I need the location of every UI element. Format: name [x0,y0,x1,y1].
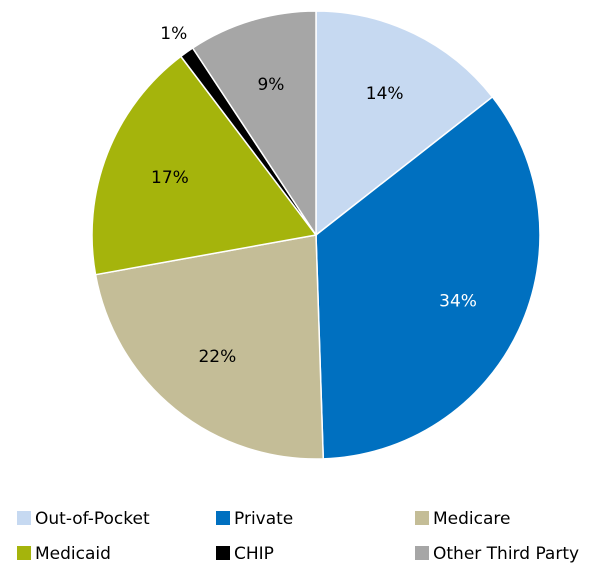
data-label: 17% [151,168,189,188]
legend-swatch [415,546,429,560]
legend-swatch [17,511,31,525]
pie-slice [315,95,541,460]
data-label: 9% [257,75,284,95]
data-label: 34% [439,291,477,311]
data-label: 22% [198,347,236,367]
legend-label: Medicare [433,509,510,529]
legend-label: Private [234,509,293,529]
pie-slice [191,10,317,238]
legend-swatch [216,546,230,560]
legend-swatch [415,511,429,525]
data-label: 1% [160,24,187,44]
legend-swatch [17,546,31,560]
legend-label: Other Third Party [433,544,579,564]
legend-label: Out-of-Pocket [35,509,150,529]
legend-label: CHIP [234,544,274,564]
legend-swatch [216,511,230,525]
pie-slice [94,234,325,460]
pie-slice [91,55,318,276]
legend-label: Medicaid [35,544,111,564]
pie-slice [315,10,494,237]
data-label: 14% [366,84,404,104]
